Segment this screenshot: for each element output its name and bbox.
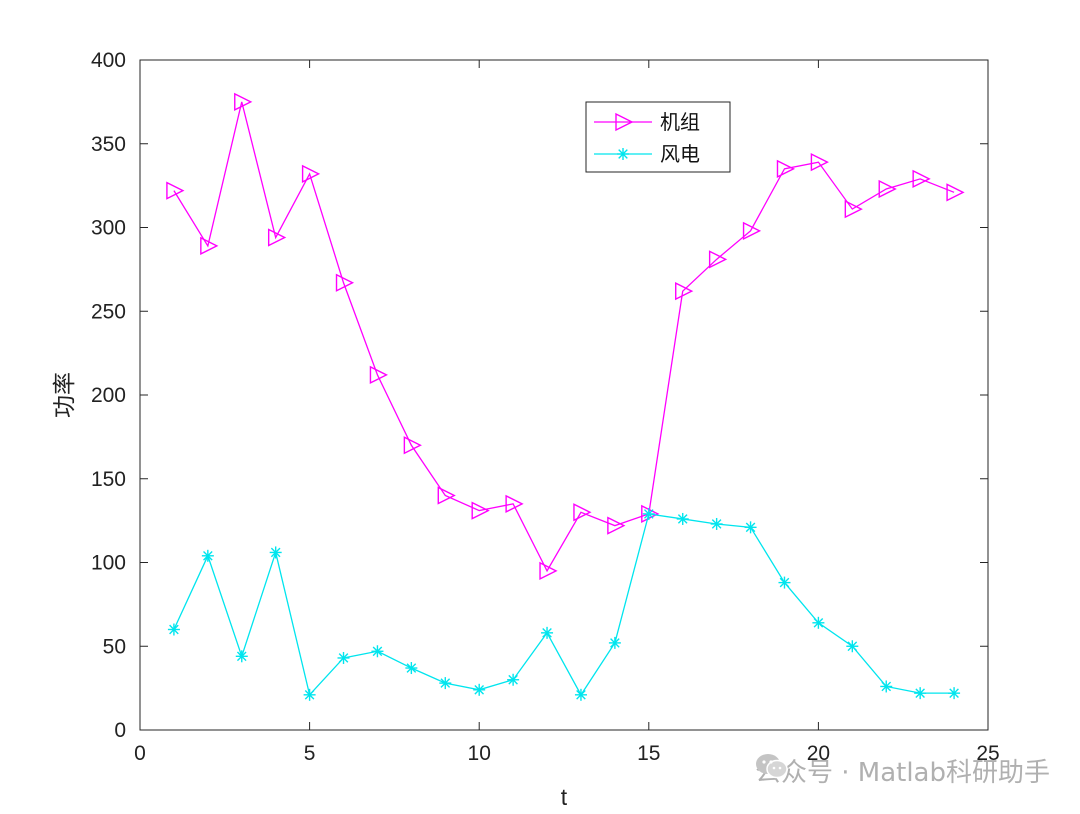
legend-marker [617, 148, 629, 160]
data-point [846, 640, 859, 653]
x-tick-label: 0 [134, 742, 146, 765]
data-point [403, 436, 422, 455]
y-tick-label: 50 [103, 635, 126, 658]
legend-label: 风电 [660, 142, 700, 166]
x-axis-label: t [561, 784, 568, 810]
data-point [812, 616, 825, 629]
series-1 [166, 92, 965, 581]
data-point [541, 626, 554, 639]
y-tick-label: 350 [91, 133, 126, 156]
y-axis-label: 功率 [51, 372, 77, 418]
data-point [337, 651, 350, 664]
data-point [505, 494, 524, 514]
data-point [303, 688, 316, 701]
data-point [234, 92, 253, 112]
data-point [267, 228, 287, 247]
data-point [708, 250, 728, 269]
watermark-text: 公众号 · Matlab科研助手 [754, 758, 1050, 788]
data-point [507, 673, 520, 686]
data-point [676, 512, 689, 525]
x-tick-label: 5 [304, 742, 316, 765]
data-point [539, 561, 558, 581]
y-tick-label: 250 [91, 300, 126, 323]
legend-box [585, 101, 731, 173]
data-point [946, 183, 965, 202]
legend-label: 机组 [660, 110, 700, 134]
data-point [437, 486, 456, 505]
data-point [369, 365, 389, 385]
data-point [200, 236, 219, 256]
x-tick-label: 10 [468, 742, 491, 765]
legend-marker [615, 112, 634, 132]
data-point [201, 549, 214, 562]
y-tick-label: 150 [91, 468, 126, 491]
data-point [675, 282, 694, 301]
data-point [744, 521, 757, 534]
data-point [710, 517, 723, 530]
data-point [471, 501, 490, 520]
data-point [844, 199, 863, 219]
data-point [778, 576, 791, 589]
data-point [167, 623, 180, 636]
data-point [473, 683, 486, 696]
data-point [810, 153, 829, 172]
wechat-icon [755, 754, 788, 779]
data-point [439, 677, 452, 690]
y-tick-label: 200 [91, 384, 126, 407]
y-tick-label: 0 [114, 719, 126, 742]
plot-frame [139, 59, 989, 731]
x-tick-label: 15 [637, 742, 660, 765]
data-point [642, 507, 655, 520]
data-point [914, 687, 927, 700]
data-point [405, 662, 418, 675]
data-point [573, 503, 592, 522]
data-point [235, 650, 248, 663]
data-point [641, 504, 660, 524]
data-point [371, 645, 384, 658]
data-point [948, 687, 961, 700]
y-tick-label: 400 [91, 49, 126, 72]
x-tick-label: 20 [807, 742, 830, 765]
series-line [173, 101, 955, 573]
data-point [574, 688, 587, 701]
data-point [166, 181, 185, 200]
data-point [878, 179, 897, 199]
y-tick-label: 300 [91, 217, 126, 240]
data-point [608, 636, 621, 649]
data-point [335, 273, 355, 292]
data-point [742, 221, 762, 240]
series-2 [167, 507, 961, 701]
data-point [880, 680, 893, 693]
y-tick-label: 100 [91, 552, 126, 575]
data-point [269, 546, 282, 559]
data-point [607, 516, 626, 535]
series-line [173, 513, 955, 697]
x-tick-label: 25 [976, 742, 999, 765]
data-point [912, 169, 931, 189]
data-point [776, 159, 796, 179]
data-point [301, 164, 321, 184]
series-layer [166, 92, 965, 701]
watermark: 公众号 · Matlab科研助手 [755, 752, 1050, 789]
